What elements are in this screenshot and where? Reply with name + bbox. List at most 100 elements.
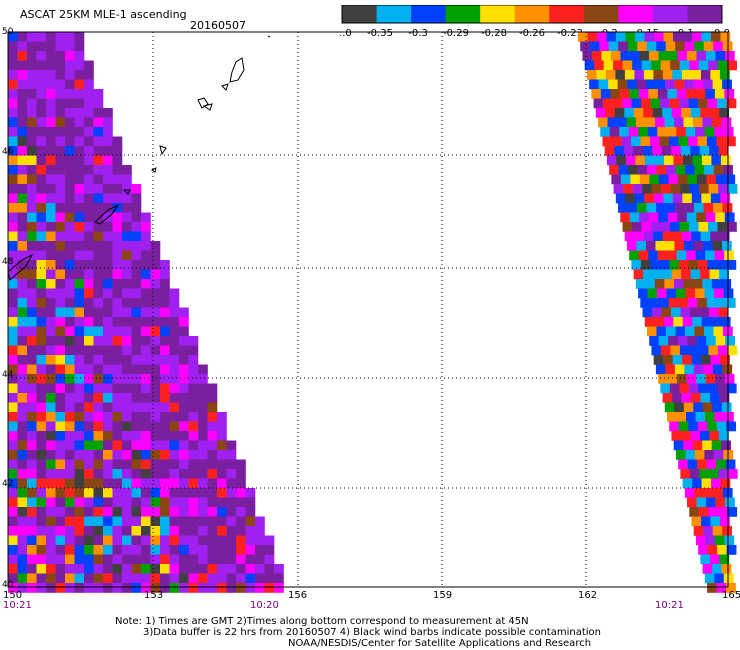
swath-cell	[74, 412, 85, 422]
swath-cell	[46, 288, 56, 299]
swath-cell	[160, 564, 170, 574]
swath-cell	[65, 336, 75, 346]
swath-cell	[704, 127, 715, 137]
swath-cell	[141, 374, 151, 384]
swath-cell	[74, 89, 85, 99]
swath-cell	[84, 545, 94, 555]
swath-cell	[17, 421, 28, 432]
swath-cell	[17, 364, 28, 375]
swath-cell	[705, 51, 716, 61]
swath-cell	[169, 459, 180, 470]
swath-cell	[207, 545, 218, 555]
swath-cell	[74, 174, 85, 185]
swath-cell	[705, 212, 716, 223]
swath-cell	[65, 79, 75, 90]
swath-cell	[46, 60, 56, 71]
swath-cell	[65, 117, 75, 128]
swath-cell	[217, 497, 227, 508]
swath-cell	[188, 478, 199, 489]
swath-cell	[695, 250, 706, 261]
swath-cell	[160, 279, 170, 289]
swath-cell	[27, 146, 37, 156]
swath-cell	[688, 421, 699, 432]
swath-cell	[55, 279, 66, 289]
swath-cell	[93, 431, 104, 441]
swath-cell	[646, 79, 656, 90]
swath-cell	[634, 70, 645, 80]
swath-cell	[55, 573, 66, 584]
swath-cell	[131, 241, 142, 251]
swath-cell	[65, 241, 75, 251]
swath-cell	[141, 355, 151, 365]
swath-cell	[36, 412, 47, 422]
swath-cell	[636, 79, 647, 90]
swath-cell	[198, 450, 208, 460]
swath-cell	[122, 279, 132, 289]
swath-cell	[84, 526, 94, 536]
swath-cell	[46, 535, 56, 546]
colorbar-swatch	[687, 5, 723, 23]
swath-cell	[65, 478, 75, 489]
swath-cell	[207, 421, 218, 432]
swath-cell	[615, 70, 626, 80]
swath-cell	[17, 478, 28, 489]
swath-cell	[207, 402, 218, 413]
swath-cell	[245, 526, 256, 536]
swath-cell	[217, 421, 227, 432]
swath-cell	[36, 326, 47, 337]
swath-cell	[674, 79, 685, 90]
swath-cell	[617, 79, 628, 90]
swath-cell	[703, 364, 714, 375]
swath-cell	[613, 184, 624, 194]
swath-cell	[46, 307, 56, 318]
swath-cell	[122, 298, 132, 308]
swath-cell	[664, 117, 675, 128]
swath-cell	[669, 260, 680, 270]
swath-cell	[655, 364, 666, 375]
swath-cell	[65, 355, 75, 365]
swath-cell	[46, 345, 56, 356]
swath-cell	[179, 421, 189, 432]
swath-cell	[264, 554, 275, 565]
swath-cell	[8, 583, 18, 593]
swath-cell	[662, 108, 673, 118]
swath-cell	[84, 288, 94, 299]
swath-cell	[669, 98, 680, 109]
swath-cell	[27, 440, 37, 451]
swath-cell	[712, 564, 722, 574]
swath-cell	[160, 421, 170, 432]
swath-cell	[682, 317, 693, 327]
swath-cell	[650, 260, 661, 270]
swath-cell	[27, 345, 37, 356]
swath-cell	[65, 507, 75, 517]
swath-cell	[122, 336, 132, 346]
swath-cell	[131, 326, 142, 337]
swath-cell	[691, 231, 702, 242]
swath-cell	[84, 222, 94, 232]
swath-cell	[103, 127, 113, 137]
swath-cell	[27, 307, 37, 318]
swath-cell	[93, 127, 104, 137]
swath-cell	[84, 89, 94, 99]
swath-cell	[641, 222, 652, 232]
swath-cell	[207, 412, 218, 422]
swath-cell	[65, 374, 75, 384]
swath-cell	[84, 184, 94, 194]
swath-cell	[36, 516, 47, 527]
swath-cell	[93, 165, 104, 175]
swath-cell	[150, 412, 161, 422]
swath-cell	[169, 545, 180, 555]
swath-cell	[635, 279, 646, 289]
swath-cell	[55, 203, 66, 213]
swath-cell	[600, 127, 611, 137]
swath-cell	[236, 554, 246, 565]
swath-cell	[714, 535, 725, 546]
swath-cell	[179, 450, 189, 460]
swath-cell	[720, 317, 731, 327]
swath-cell	[74, 165, 85, 175]
swath-cell	[74, 32, 85, 42]
swath-cell	[264, 564, 275, 574]
swath-cell	[605, 108, 616, 118]
swath-cell	[665, 326, 676, 337]
swath-cell	[618, 41, 629, 52]
